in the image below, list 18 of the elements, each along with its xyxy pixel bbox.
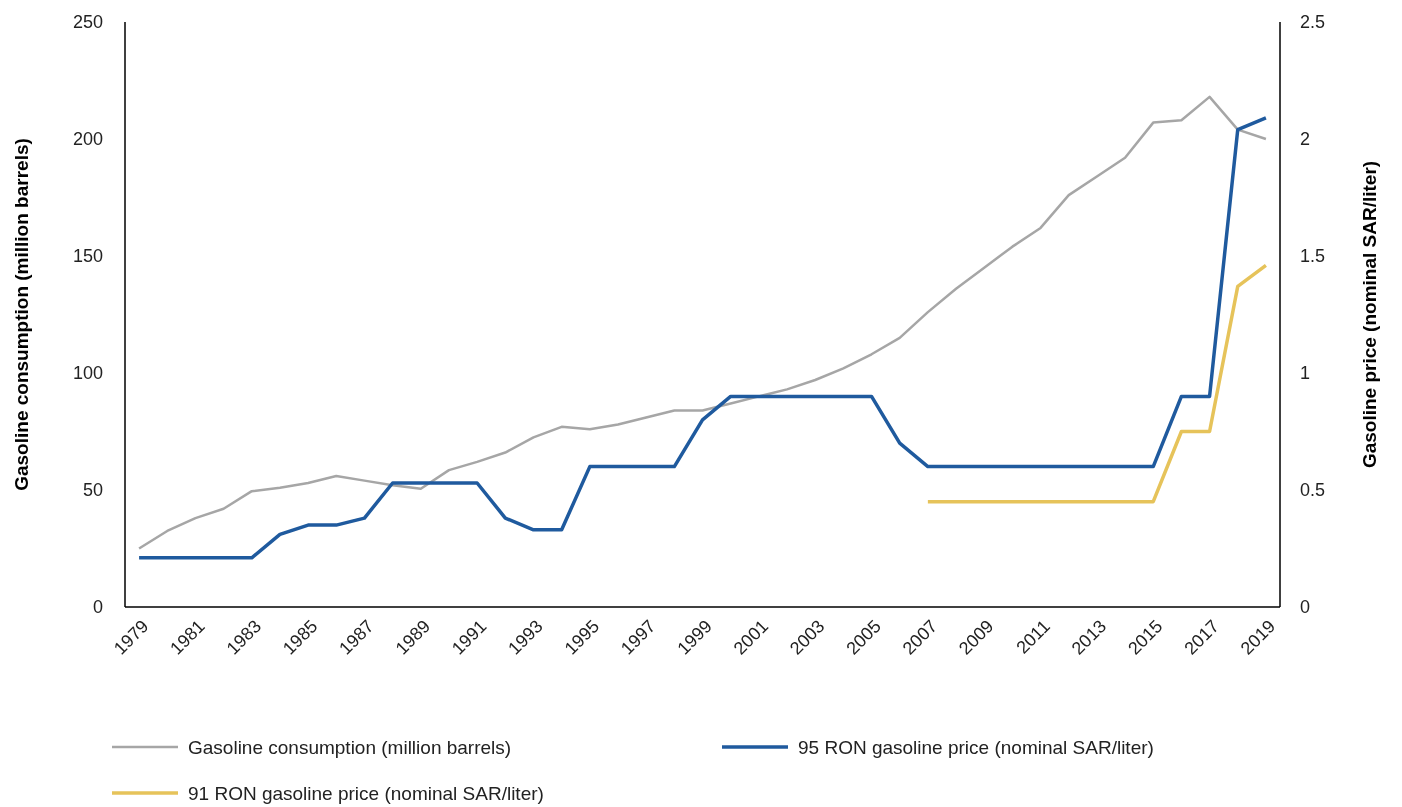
y-tick-label: 100 bbox=[72, 363, 103, 384]
legend-label: 95 RON gasoline price (nominal SAR/liter) bbox=[798, 736, 1154, 758]
y2-tick-label: 0.5 bbox=[1300, 480, 1326, 501]
y-axis-title: Gasoline consumption (million barrels) bbox=[11, 138, 32, 491]
y-tick-label: 150 bbox=[72, 246, 103, 267]
y2-tick-label: 1 bbox=[1300, 363, 1311, 384]
y2-tick-label: 1.5 bbox=[1300, 246, 1326, 267]
legend-label: 91 RON gasoline price (nominal SAR/liter) bbox=[188, 782, 544, 804]
y2-tick-label: 0 bbox=[1300, 597, 1311, 618]
line-series bbox=[926, 263, 1268, 504]
legend-label: Gasoline consumption (million barrels) bbox=[188, 736, 512, 758]
y-tick-label: 50 bbox=[82, 480, 103, 501]
y-tick-label: 0 bbox=[92, 597, 103, 618]
y-tick-label: 250 bbox=[72, 12, 103, 33]
y2-axis-title: Gasoline price (nominal SAR/liter) bbox=[1359, 160, 1380, 469]
y-tick-label: 200 bbox=[72, 129, 103, 150]
y2-tick-label: 2 bbox=[1300, 129, 1311, 150]
y2-tick-label: 2.5 bbox=[1300, 12, 1326, 33]
